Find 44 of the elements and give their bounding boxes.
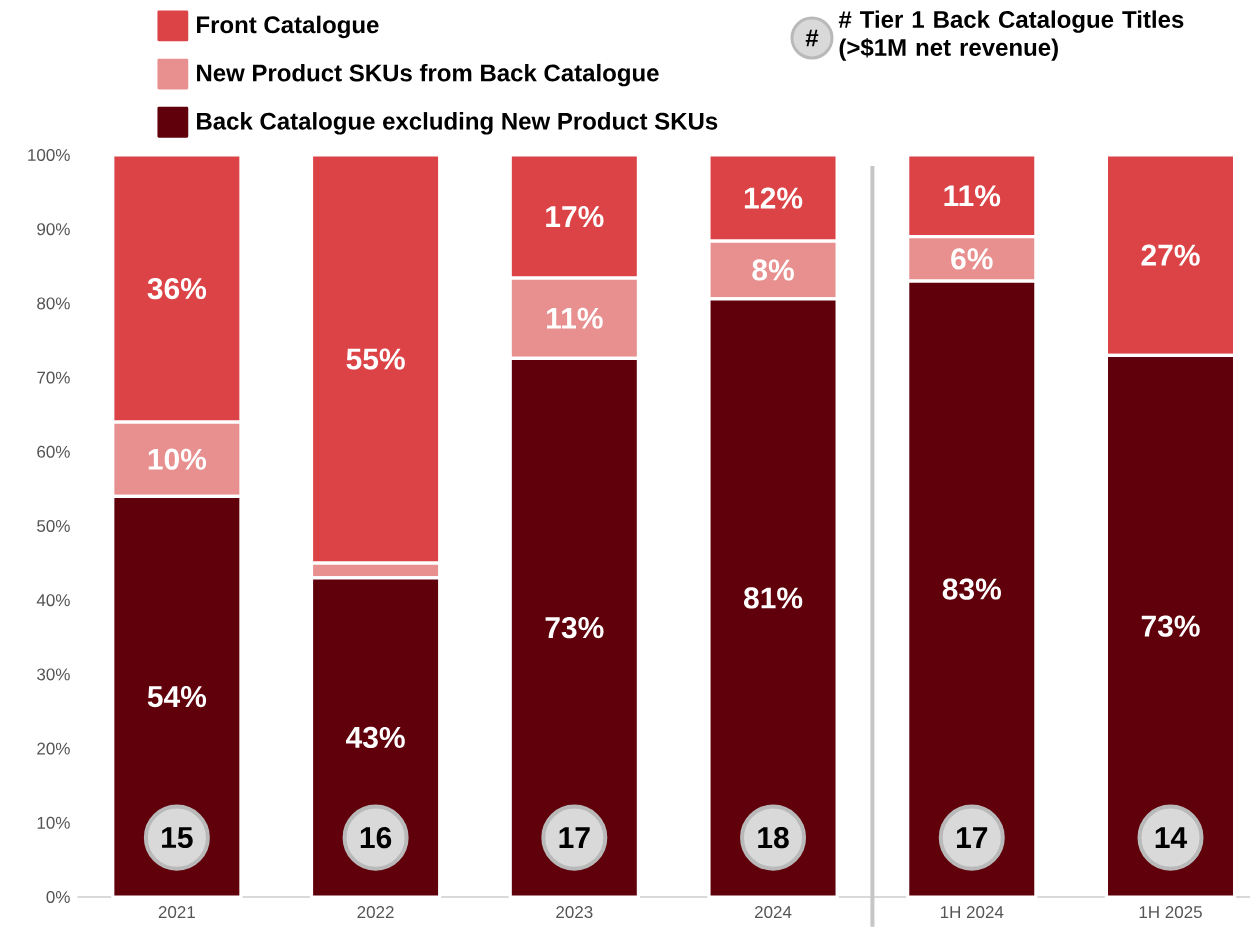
y-tick-label: 100%: [28, 148, 70, 161]
data-label: 43%: [346, 726, 405, 749]
data-label: 73%: [1141, 615, 1200, 637]
y-tick-label: 40%: [36, 594, 70, 607]
text: #: [805, 29, 819, 47]
data-label: 11%: [547, 307, 603, 329]
data-label: 73%: [545, 616, 604, 639]
data-label: 81%: [743, 587, 803, 609]
annotation: 14: [1155, 827, 1188, 848]
data-label: 17%: [546, 206, 604, 228]
y-tick-label: 20%: [37, 742, 70, 755]
y-tick-label: 50%: [37, 519, 70, 532]
y-tick-label: 90%: [37, 223, 70, 236]
data-label: 27%: [1141, 244, 1200, 266]
data-label: 8%: [752, 259, 794, 281]
y-tick-label: 70%: [37, 371, 70, 384]
annotation: 17: [956, 827, 988, 848]
y-tick-label: 10%: [37, 816, 70, 829]
text: # Tier 1 Back Catalogue Titles (>$1M net revenue): [838, 10, 1184, 61]
x-tick-label: 2023: [556, 906, 593, 919]
annotation: 15: [162, 827, 193, 849]
data-label: 36%: [147, 277, 207, 300]
data-label: 12%: [744, 187, 803, 209]
x-tick-label: 2022: [357, 906, 394, 919]
annotation: 16: [360, 827, 392, 849]
y-tick-label: 0%: [46, 890, 70, 903]
data-label: 10%: [148, 448, 207, 470]
data-label: 55%: [346, 348, 405, 370]
y-tick-label: 30%: [37, 668, 70, 681]
x-tick-label: 2024: [754, 906, 792, 919]
annotation: 18: [758, 827, 789, 849]
data-label: 83%: [942, 578, 1001, 600]
data-label: 6%: [951, 248, 993, 270]
x-tick-label: 1H 2025: [1139, 906, 1202, 919]
legend-label: New Product SKUs from Back Catalogue: [197, 63, 659, 87]
y-tick-label: 80%: [37, 297, 70, 310]
x-tick-label: 2021: [158, 906, 195, 919]
legend-label: Front Catalogue: [197, 15, 379, 39]
y-tick-label: 60%: [37, 445, 70, 458]
x-tick-label: 1H 2024: [940, 906, 1004, 919]
data-label: 11%: [944, 185, 1001, 207]
data-label: 54%: [147, 686, 207, 708]
annotation: 17: [559, 827, 590, 848]
legend-label: Back Catalogue excluding New Product SKUs: [197, 112, 718, 135]
